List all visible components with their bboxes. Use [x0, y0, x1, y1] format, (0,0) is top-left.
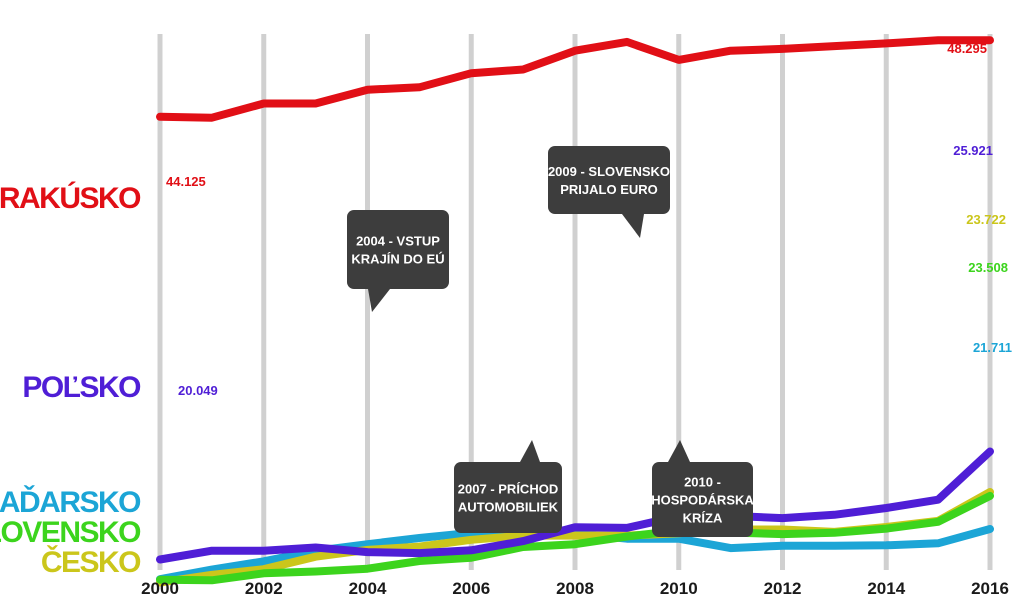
- start-value-rakusko: 44.125: [166, 174, 206, 189]
- x-tick-2016: 2016: [971, 579, 1009, 598]
- x-tick-2002: 2002: [245, 579, 283, 598]
- series-name-madarsko: MAĎARSKO: [0, 485, 141, 519]
- callout-box: [652, 462, 753, 537]
- callout-text-line: 2009 - SLOVENSKO: [548, 164, 670, 179]
- series-name-slovensko: SLOVENSKO: [0, 516, 141, 549]
- callout-text-line: 2007 - PRÍCHOD: [458, 482, 558, 497]
- series-name-rakusko: RAKÚSKO: [0, 181, 141, 215]
- callout-pointer: [368, 289, 390, 312]
- x-tick-2006: 2006: [452, 579, 490, 598]
- x-tick-2010: 2010: [660, 579, 698, 598]
- callout-text-line: AUTOMOBILIEK: [458, 500, 559, 515]
- series-line-rakusko: [156, 36, 994, 122]
- x-tick-2000: 2000: [141, 579, 179, 598]
- end-value-madarsko: 21.711: [973, 340, 1012, 355]
- callout-box: [347, 210, 449, 289]
- callout-text-line: KRAJÍN DO EÚ: [351, 252, 444, 267]
- callout-text-line: PRIJALO EURO: [560, 182, 658, 197]
- series-line-slovensko: [156, 491, 994, 585]
- series-line-polsko: [156, 447, 994, 564]
- series-name-polsko: POĽSKO: [22, 371, 141, 404]
- end-value-cesko: 23.722: [966, 212, 1006, 227]
- callout-text-line: 2004 - VSTUP: [356, 234, 440, 249]
- x-axis-ticks: 2000 2002 2004 2006 2008 2010 2012 2014 2016: [141, 579, 1009, 598]
- callout-text-line: KRÍZA: [683, 511, 723, 526]
- callout-pointer: [520, 440, 540, 462]
- annotation-callout-4: 2010 - HOSPODÁRSKA KRÍZA: [651, 440, 754, 537]
- series-labels: RAKÚSKO POĽSKO MAĎARSKOSLOVENSKOČESKO 48.29…: [0, 41, 1012, 579]
- start-value-polsko: 20.049: [178, 383, 218, 398]
- annotation-callout-3: 2007 - PRÍCHOD AUTOMOBILIEK: [454, 440, 562, 533]
- end-value-rakusko: 48.295: [947, 41, 987, 56]
- annotation-callout-1: 2004 - VSTUP KRAJÍN DO EÚ: [347, 210, 449, 312]
- x-tick-2004: 2004: [349, 579, 387, 598]
- callout-text-line: HOSPODÁRSKA: [651, 493, 754, 508]
- annotation-callout-2: 2009 - SLOVENSKO PRIJALO EURO: [548, 146, 670, 238]
- callout-text-line: 2010 -: [684, 475, 721, 490]
- callout-box: [548, 146, 670, 214]
- end-value-slovensko: 23.508: [968, 260, 1008, 275]
- x-tick-2012: 2012: [764, 579, 802, 598]
- x-tick-2014: 2014: [867, 579, 905, 598]
- annotations: 2004 - VSTUP KRAJÍN DO EÚ 2009 - SLOVENSKO…: [347, 146, 754, 537]
- callout-pointer: [622, 214, 644, 238]
- callout-pointer: [668, 440, 690, 462]
- series-name-cesko: ČESKO: [41, 545, 141, 579]
- x-tick-2008: 2008: [556, 579, 594, 598]
- callout-box: [454, 462, 562, 533]
- grid-lines: [157, 34, 993, 570]
- series-lines: [156, 36, 994, 587]
- end-value-polsko: 25.921: [953, 143, 993, 158]
